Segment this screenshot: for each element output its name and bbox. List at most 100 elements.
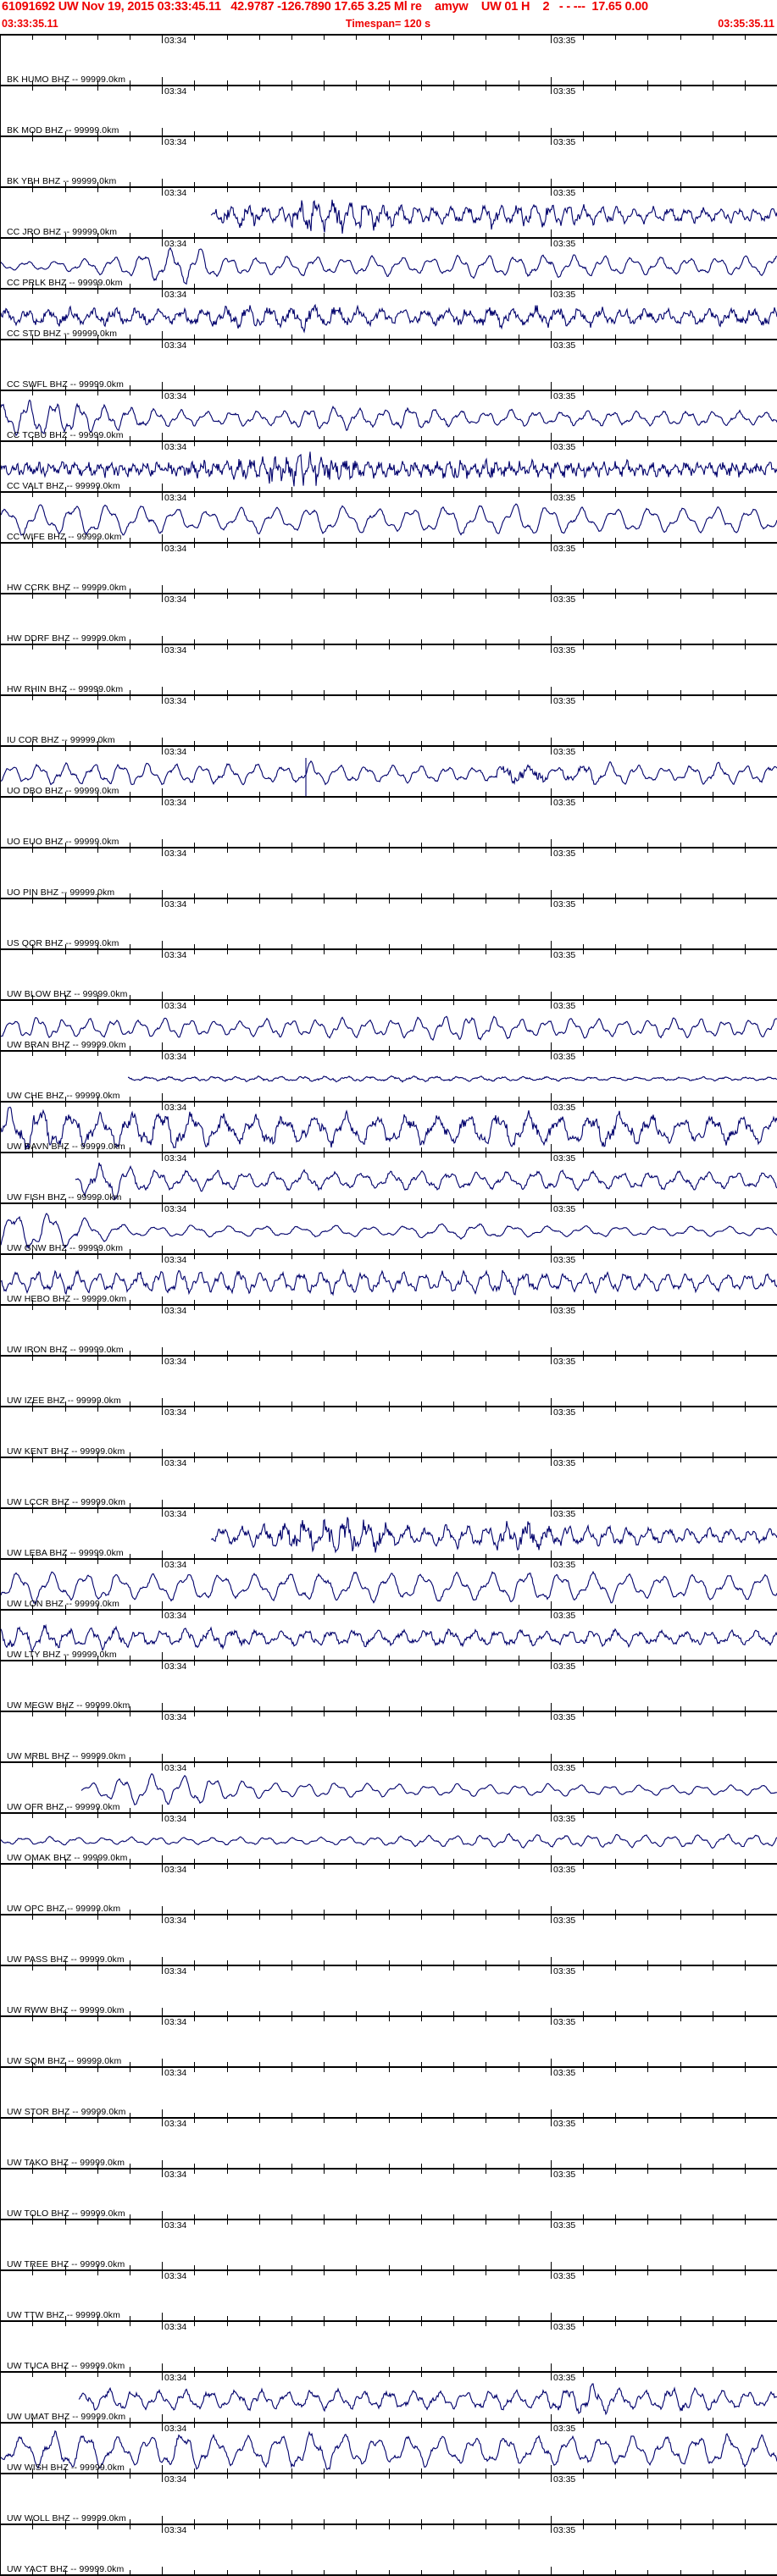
minute-label: 03:35 xyxy=(553,391,575,401)
minute-label: 03:35 xyxy=(553,36,575,46)
minute-label: 03:34 xyxy=(164,950,186,960)
minute-label: 03:35 xyxy=(553,493,575,503)
trace-plot xyxy=(1,696,777,745)
minute-label: 03:35 xyxy=(553,137,575,147)
station-label: UW WOLL BHZ -- 99999.0km xyxy=(7,2513,126,2523)
time-tick-marks xyxy=(33,594,777,644)
minute-label: 03:35 xyxy=(553,1204,575,1214)
time-tick-marks xyxy=(33,1661,777,1711)
minute-label: 03:34 xyxy=(164,2119,186,2129)
minute-label: 03:35 xyxy=(553,1509,575,1519)
minute-label: 03:35 xyxy=(553,2271,575,2281)
station-label: UW HEBO BHZ -- 99999.0km xyxy=(7,1294,126,1304)
minute-label: 03:34 xyxy=(164,2424,186,2434)
time-tick-marks xyxy=(33,2525,777,2574)
minute-label: 03:34 xyxy=(164,1763,186,1773)
waveform-path xyxy=(81,1774,777,1805)
station-label: HW RHIN BHZ -- 99999.0km xyxy=(7,684,123,694)
time-tick-marks xyxy=(33,849,777,898)
time-tick-marks xyxy=(33,1560,777,1609)
station-label: UW IZEE BHZ -- 99999.0km xyxy=(7,1396,121,1406)
time-tick-marks xyxy=(33,2271,777,2320)
minute-label: 03:35 xyxy=(553,747,575,757)
time-tick-marks xyxy=(33,1915,777,1965)
time-tick-marks xyxy=(33,2170,777,2219)
event-summary-line: 61091692 UW Nov 19, 2015 03:33:45.11 42.… xyxy=(2,0,648,14)
minute-label: 03:35 xyxy=(553,2017,575,2027)
minute-label: 03:34 xyxy=(164,1915,186,1926)
minute-label: 03:34 xyxy=(164,2322,186,2332)
time-tick-marks xyxy=(33,391,777,440)
waveform-path xyxy=(79,2384,777,2414)
station-label: IU COR BHZ -- 99999.0km xyxy=(7,735,115,745)
time-tick-marks xyxy=(33,2119,777,2168)
minute-label: 03:34 xyxy=(164,442,186,452)
minute-label: 03:34 xyxy=(164,645,186,655)
minute-label: 03:34 xyxy=(164,36,186,46)
minute-label: 03:35 xyxy=(553,1661,575,1672)
time-tick-marks xyxy=(33,1153,777,1202)
minute-label: 03:35 xyxy=(553,2322,575,2332)
trace-plot xyxy=(1,188,777,237)
station-label: UW OFR BHZ -- 99999.0km xyxy=(7,1802,120,1812)
minute-label: 03:34 xyxy=(164,1306,186,1316)
minute-label: 03:35 xyxy=(553,290,575,300)
minute-label: 03:34 xyxy=(164,1661,186,1672)
station-label: CC TCBU BHZ -- 99999.0km xyxy=(7,430,124,440)
waveform-path xyxy=(1,1016,777,1040)
waveform-path xyxy=(1,1833,777,1848)
time-tick-marks xyxy=(33,493,777,542)
timespan-label: Timespan= 120 s xyxy=(346,18,430,30)
